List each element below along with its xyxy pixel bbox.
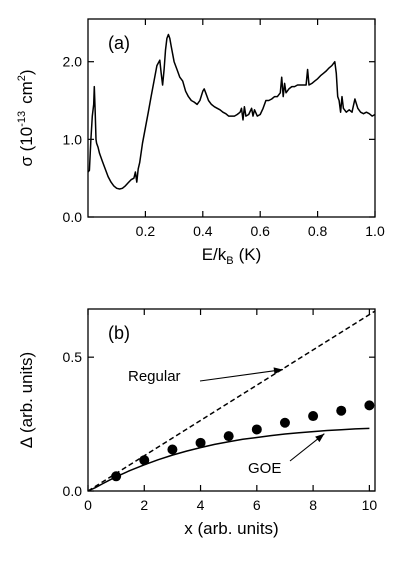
panel-a-x-axis-label-main: E/k	[202, 245, 227, 264]
panel-a-x-tick-label: 1.0	[365, 223, 385, 239]
panel-a-y-tick-label: 2.0	[63, 54, 83, 70]
panel-a-frame	[87, 18, 376, 218]
panel-a-x-axis-label-unit: (K)	[239, 245, 262, 264]
panel-a-x-axis-label-sub: B	[226, 255, 233, 267]
annotation-arrow-regular-shaft	[199, 369, 284, 382]
panel-b-data-point	[167, 444, 178, 455]
panel-a-x-tick-label: 0.2	[136, 223, 156, 239]
panel-a-x-tick-label: 0.8	[308, 223, 328, 239]
panel-b-series-regular-line	[87, 310, 376, 492]
panel-a-x-axis-label: E/kB (K)	[202, 245, 262, 267]
annotation-arrow-goe-head	[315, 433, 325, 443]
panel-b-data-point	[111, 471, 122, 482]
annotation-arrow-regular	[199, 367, 284, 382]
panel-b-data-point	[308, 411, 319, 422]
annotation-arrow-regular-head	[273, 367, 283, 375]
panel-b-data-point	[195, 437, 206, 448]
panel-a-series-layer	[87, 33, 376, 190]
panel-a-x-tick-label: 0.6	[250, 223, 270, 239]
annotation-arrows	[199, 367, 325, 462]
panel-a-y-tick-label: 1.0	[63, 131, 83, 147]
panel-b-data-point	[251, 424, 262, 435]
panel-a-y-tick-label: 0.0	[63, 209, 83, 225]
panel-b-ticks: 0 2 4 6 8 10 0.0 0.5	[63, 309, 378, 513]
panel-b-x-axis-label: x (arb. units)	[184, 519, 278, 538]
panel-b-data-point	[336, 405, 347, 416]
panel-b-data-point	[279, 417, 290, 428]
panel-a-ticks: 0.2 0.4 0.6 0.8 1.0 0.0 1.0 2.0	[63, 19, 385, 239]
panel-a-y-axis-label-unit-sup: 2	[16, 75, 28, 81]
panel-a-x-tick-label: 0.4	[193, 223, 213, 239]
panel-a-label: (a)	[108, 33, 130, 53]
panel-b-data-point	[139, 455, 150, 466]
panel-b-x-tick-label: 2	[140, 497, 148, 513]
panel-a-y-axis-label: σ (10-13 cm2)	[16, 69, 36, 166]
annotation-regular-label: Regular	[128, 368, 181, 385]
panel-b-x-tick-label: 6	[253, 497, 261, 513]
panel-b-frame	[87, 308, 376, 492]
panel-b-y-tick-label: 0.0	[63, 483, 83, 499]
annotation-arrow-goe	[289, 433, 325, 462]
panel-b-x-tick-label: 0	[84, 497, 92, 513]
panel-a: 0.2 0.4 0.6 0.8 1.0 0.0 1.0 2.0 (a) E/kB (K) σ (…	[16, 18, 385, 267]
panel-b-label: (b)	[108, 323, 130, 343]
panel-b-x-tick-label: 10	[362, 497, 378, 513]
panel-b-data-point	[223, 431, 234, 442]
panel-b-x-tick-label: 4	[197, 497, 205, 513]
panel-a-y-axis-label-main: σ (10	[17, 127, 36, 167]
panel-b-series-layer	[87, 310, 376, 492]
panel-a-series-0-line	[87, 33, 376, 190]
panel-b-data-point	[364, 400, 375, 411]
panel-b-y-axis-label: Δ (arb. units)	[17, 352, 36, 448]
panel-a-y-axis-label-sup: -13	[16, 111, 28, 127]
panel-a-y-axis-label-close: )	[17, 69, 36, 75]
panel-b: 0 2 4 6 8 10 0.0 0.5 (b) x (arb. units) Δ (arb.…	[17, 308, 378, 538]
panel-b-y-tick-label: 0.5	[63, 349, 83, 365]
annotation-goe-label: GOE	[248, 460, 281, 477]
panel-a-y-axis-label-unit: cm	[17, 81, 36, 104]
panel-b-x-tick-label: 8	[309, 497, 317, 513]
